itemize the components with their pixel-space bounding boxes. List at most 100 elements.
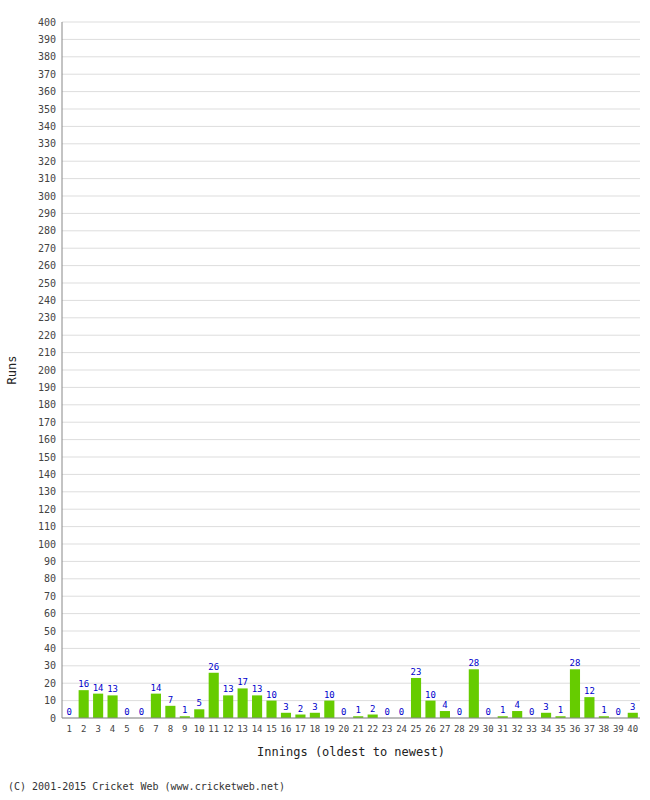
y-tick-label: 260 [38,260,56,271]
data-label: 13 [107,684,118,694]
y-axis: 0102030405060708090100110120130140150160… [38,17,56,724]
x-tick-label: 29 [468,724,479,734]
x-tick-label: 16 [281,724,292,734]
data-label: 10 [324,690,335,700]
x-tick-label: 24 [396,724,407,734]
grid-line [62,178,640,179]
grid-line [62,631,640,632]
y-tick-label: 380 [38,51,56,62]
x-tick-label: 19 [324,724,335,734]
data-label: 12 [584,686,595,696]
grid-line [62,126,640,127]
grid-line [62,457,640,458]
grid-line [62,22,640,23]
x-tick-label: 6 [139,724,144,734]
data-label: 1 [558,705,563,715]
data-label: 3 [283,702,288,712]
y-tick-label: 130 [38,486,56,497]
x-tick-label: 14 [252,724,263,734]
grid-line [62,143,640,144]
x-tick-label: 35 [555,724,566,734]
grid-line [62,561,640,562]
bar [108,695,118,718]
data-label: 0 [399,707,404,717]
grid-line [62,648,640,649]
grid-line [62,91,640,92]
x-tick-label: 13 [237,724,248,734]
bar [266,701,276,718]
data-label: 3 [543,702,548,712]
grid-line [62,161,640,162]
y-tick-label: 0 [50,713,56,724]
y-tick-label: 310 [38,173,56,184]
y-tick-label: 340 [38,121,56,132]
bar [628,713,638,718]
x-tick-label: 40 [627,724,638,734]
grid-line [62,544,640,545]
bar [223,695,233,718]
y-tick-label: 40 [44,643,56,654]
x-tick-label: 15 [266,724,277,734]
y-tick-label: 240 [38,295,56,306]
grid-line [62,387,640,388]
bar [512,711,522,718]
bars [79,669,638,718]
y-tick-label: 180 [38,399,56,410]
x-tick-label: 11 [208,724,219,734]
y-tick-label: 350 [38,104,56,115]
bar [440,711,450,718]
data-label: 26 [208,662,219,672]
y-tick-label: 400 [38,17,56,28]
data-label: 28 [468,658,479,668]
y-tick-label: 30 [44,660,56,671]
bar [194,709,204,718]
y-tick-label: 230 [38,312,56,323]
x-tick-label: 2 [81,724,86,734]
grid-line [62,109,640,110]
data-label: 13 [223,684,234,694]
x-tick-label: 34 [541,724,552,734]
data-label: 0 [529,707,534,717]
y-tick-label: 100 [38,539,56,550]
y-tick-label: 70 [44,591,56,602]
grid-line [62,352,640,353]
grid-line [62,317,640,318]
y-tick-label: 60 [44,608,56,619]
y-tick-label: 80 [44,573,56,584]
x-tick-label: 31 [497,724,508,734]
grid-line [62,283,640,284]
grid-line [62,196,640,197]
data-label: 0 [139,707,144,717]
y-tick-label: 160 [38,434,56,445]
x-axis: 1234567891011121314151617181920212223242… [67,724,639,734]
data-label: 0 [616,707,621,717]
grid-line [62,213,640,214]
x-tick-label: 33 [526,724,537,734]
x-tick-label: 1 [67,724,72,734]
data-label: 4 [442,700,447,710]
x-tick-label: 9 [182,724,187,734]
grid-line [62,509,640,510]
data-label: 2 [298,704,303,714]
x-tick-label: 5 [124,724,129,734]
bar [209,673,219,718]
grid-line [62,300,640,301]
data-label: 0 [486,707,491,717]
x-tick-label: 39 [613,724,624,734]
x-tick-label: 27 [440,724,451,734]
x-tick-label: 7 [153,724,158,734]
y-tick-label: 270 [38,243,56,254]
data-label: 1 [601,705,606,715]
x-tick-label: 23 [382,724,393,734]
x-tick-label: 32 [512,724,523,734]
data-label: 10 [425,690,436,700]
x-tick-label: 12 [223,724,234,734]
y-tick-label: 50 [44,626,56,637]
bar [93,694,103,718]
data-label: 3 [630,702,635,712]
grid-line [62,439,640,440]
grid-line [62,665,640,666]
y-tick-label: 320 [38,156,56,167]
data-label: 7 [168,695,173,705]
y-tick-label: 290 [38,208,56,219]
